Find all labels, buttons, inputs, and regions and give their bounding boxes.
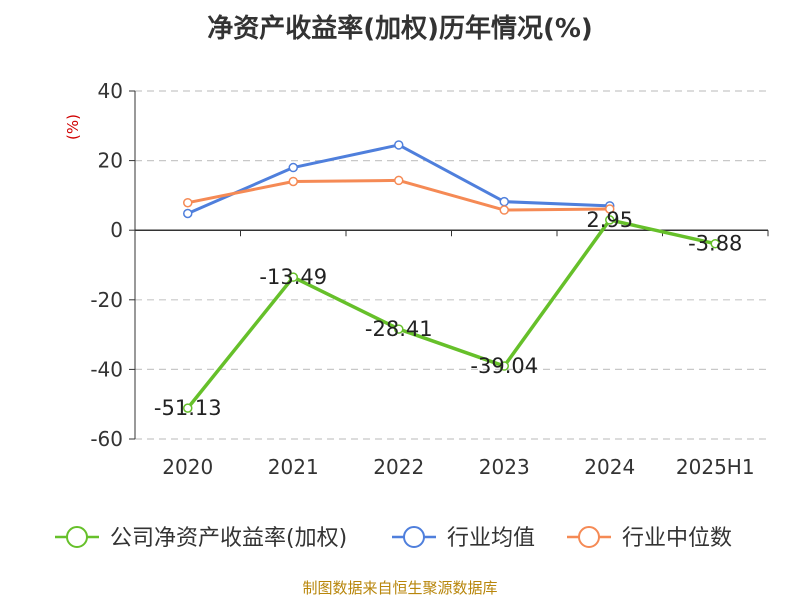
series-point [288, 272, 298, 282]
y-axis-label: (%) [64, 114, 82, 140]
series-layer [183, 140, 720, 413]
legend-label: 公司净资产收益率(加权) [110, 526, 347, 551]
series-point [710, 238, 720, 249]
series-point [394, 324, 404, 334]
data-label: -3.88 [688, 232, 742, 256]
series-point [499, 205, 509, 215]
y-tick-label: -20 [90, 288, 123, 312]
data-label: -39.04 [470, 354, 538, 378]
series-point [499, 361, 509, 371]
axes: 40 20 0 -20 -40 -60 (%) 2020 2021 2022 2023 2024 202… [64, 79, 769, 479]
series-point [288, 162, 298, 173]
source-note: 制图数据来自恒生聚源数据库 [302, 579, 498, 597]
data-label: 2.95 [586, 208, 633, 232]
series-point [288, 176, 298, 187]
series-point [183, 403, 193, 413]
x-tick-label: 2025H1 [676, 455, 755, 479]
data-label: -51.13 [154, 396, 222, 420]
series-point [605, 215, 615, 225]
legend-label: 行业均值 [447, 526, 535, 551]
data-label: -28.41 [365, 317, 433, 341]
x-tick-label: 2021 [268, 455, 319, 479]
legend: 公司净资产收益率(加权) 行业均值 行业中位数 [55, 526, 732, 551]
x-tick-label: 2024 [584, 455, 635, 479]
series-point [394, 140, 404, 150]
data-labels: -51.13 -13.49 -28.41 -39.04 2.95 -3.88 [154, 208, 743, 420]
legend-marker [578, 526, 600, 548]
series-line [186, 218, 716, 410]
x-tick-label: 2022 [373, 455, 424, 479]
series-point [394, 175, 404, 186]
legend-marker [66, 526, 88, 548]
series-point [605, 204, 615, 214]
y-tick-label: 20 [98, 149, 123, 173]
y-tick-label: -40 [90, 357, 123, 381]
y-tick-label: -60 [90, 427, 123, 451]
series-point [499, 196, 509, 207]
y-tick-label: 0 [110, 218, 123, 242]
grid-lines [135, 90, 768, 440]
series-point [183, 197, 193, 208]
legend-label: 行业中位数 [622, 526, 732, 551]
x-tick-label: 2023 [479, 455, 530, 479]
y-tick-label: 40 [98, 79, 123, 103]
data-label: -13.49 [259, 265, 327, 289]
series-point [183, 208, 193, 219]
legend-marker [403, 526, 425, 548]
x-tick-label: 2020 [162, 455, 213, 479]
chart-title: 净资产收益率(加权)历年情况(%) [207, 14, 593, 44]
